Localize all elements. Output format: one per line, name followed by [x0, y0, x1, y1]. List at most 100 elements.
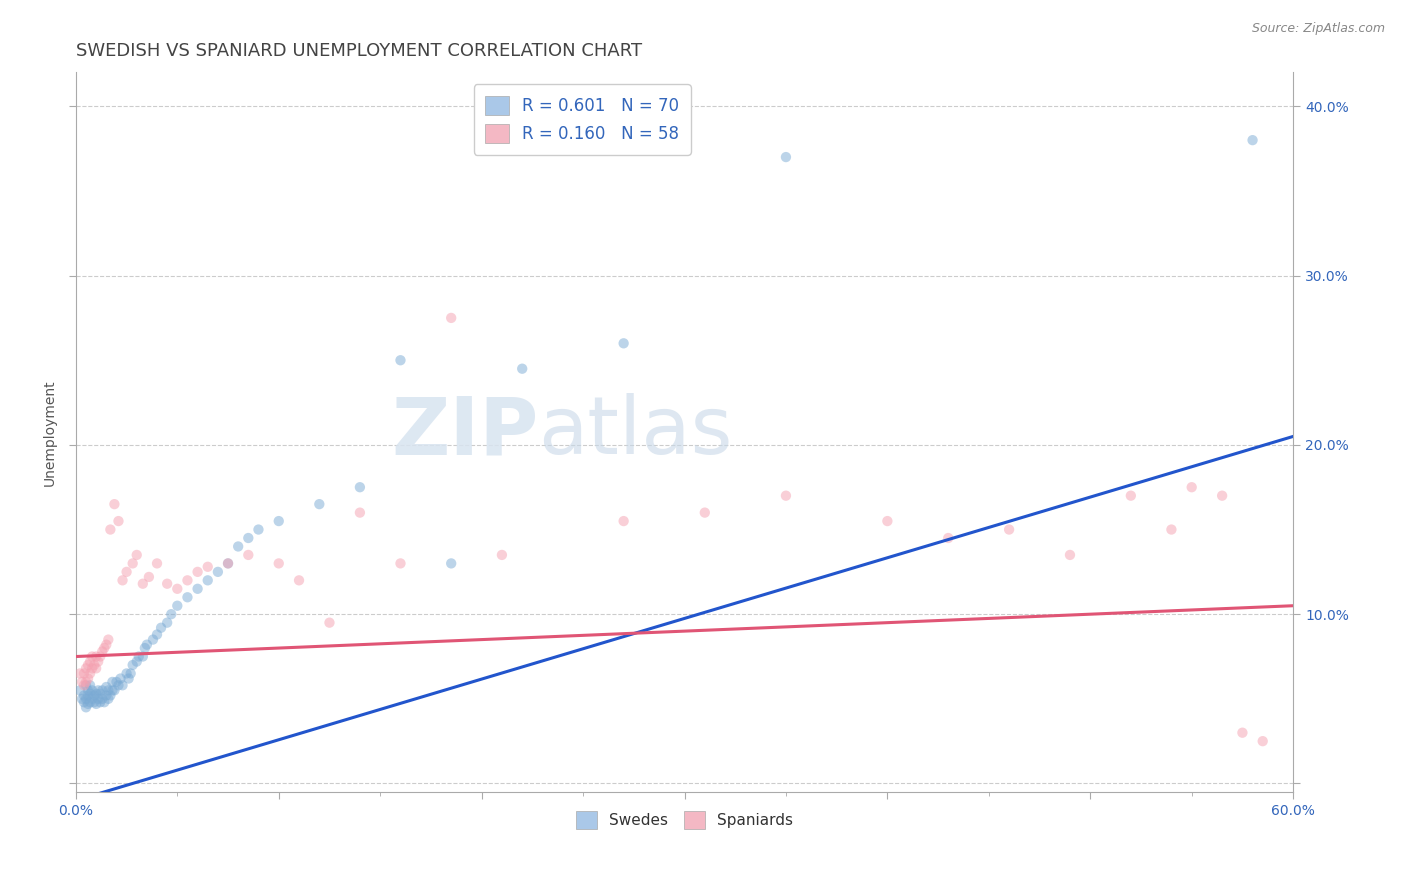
Point [389, 353, 412, 368]
Point [75, 674, 97, 689]
Point [166, 582, 188, 596]
Point [775, 150, 797, 164]
Point [84, 697, 107, 711]
Point [111, 574, 134, 588]
Point [82, 683, 104, 698]
Point [1160, 523, 1182, 537]
Point [82, 649, 104, 664]
Point [82, 661, 104, 675]
Point [166, 599, 188, 613]
Point [77, 697, 100, 711]
Point [75, 691, 97, 706]
Point [876, 514, 898, 528]
Point [84, 649, 107, 664]
Point [101, 683, 124, 698]
Point [98, 689, 121, 703]
Point [349, 506, 371, 520]
Point [91, 691, 114, 706]
Point [83, 689, 105, 703]
Point [132, 576, 155, 591]
Point [197, 574, 219, 588]
Point [84, 687, 107, 701]
Point [79, 678, 101, 692]
Point [97, 632, 120, 647]
Point [69, 666, 91, 681]
Point [156, 576, 179, 591]
Text: SWEDISH VS SPANIARD UNEMPLOYMENT CORRELATION CHART: SWEDISH VS SPANIARD UNEMPLOYMENT CORRELA… [76, 42, 643, 60]
Point [146, 557, 169, 571]
Point [613, 336, 636, 351]
Point [97, 691, 120, 706]
Point [98, 523, 121, 537]
Point [125, 655, 148, 669]
Point [97, 683, 120, 698]
Point [121, 557, 143, 571]
Point [440, 310, 463, 325]
Point [440, 557, 463, 571]
Point [288, 574, 311, 588]
Point [207, 565, 229, 579]
Point [105, 674, 128, 689]
Point [160, 607, 183, 622]
Point [613, 514, 636, 528]
Point [75, 678, 97, 692]
Point [247, 523, 270, 537]
Point [77, 689, 100, 703]
Point [936, 531, 959, 545]
Point [110, 672, 132, 686]
Point [128, 649, 150, 664]
Point [96, 638, 118, 652]
Point [87, 655, 110, 669]
Point [115, 666, 138, 681]
Text: Source: ZipAtlas.com: Source: ZipAtlas.com [1251, 22, 1385, 36]
Point [103, 497, 125, 511]
Point [77, 683, 100, 698]
Point [267, 514, 290, 528]
Point [75, 661, 97, 675]
Point [89, 687, 111, 701]
Point [73, 689, 96, 703]
Point [91, 644, 114, 658]
Point [79, 666, 101, 681]
Point [79, 655, 101, 669]
Point [775, 489, 797, 503]
Point [1251, 734, 1274, 748]
Text: atlas: atlas [538, 393, 733, 471]
Point [349, 480, 371, 494]
Point [77, 657, 100, 672]
Point [998, 523, 1021, 537]
Point [308, 497, 330, 511]
Point [176, 591, 198, 605]
Point [93, 641, 115, 656]
Point [510, 361, 533, 376]
Point [89, 649, 111, 664]
Point [107, 678, 129, 692]
Point [156, 615, 179, 630]
Point [138, 570, 160, 584]
Point [73, 695, 96, 709]
Point [115, 565, 138, 579]
Point [84, 661, 107, 675]
Point [70, 691, 93, 706]
Text: ZIP: ZIP [391, 393, 538, 471]
Point [132, 649, 155, 664]
Point [69, 683, 91, 698]
Point [93, 695, 115, 709]
Point [693, 506, 716, 520]
Point [87, 691, 110, 706]
Point [491, 548, 513, 562]
Point [79, 687, 101, 701]
Point [146, 627, 169, 641]
Point [96, 689, 118, 703]
Point [1119, 489, 1142, 503]
Point [134, 641, 156, 656]
Point [75, 700, 97, 714]
Point [125, 548, 148, 562]
Point [121, 657, 143, 672]
Point [73, 666, 96, 681]
Point [238, 548, 260, 562]
Point [103, 683, 125, 698]
Point [187, 565, 209, 579]
Legend: Swedes, Spaniards: Swedes, Spaniards [569, 805, 800, 835]
Point [226, 540, 249, 554]
